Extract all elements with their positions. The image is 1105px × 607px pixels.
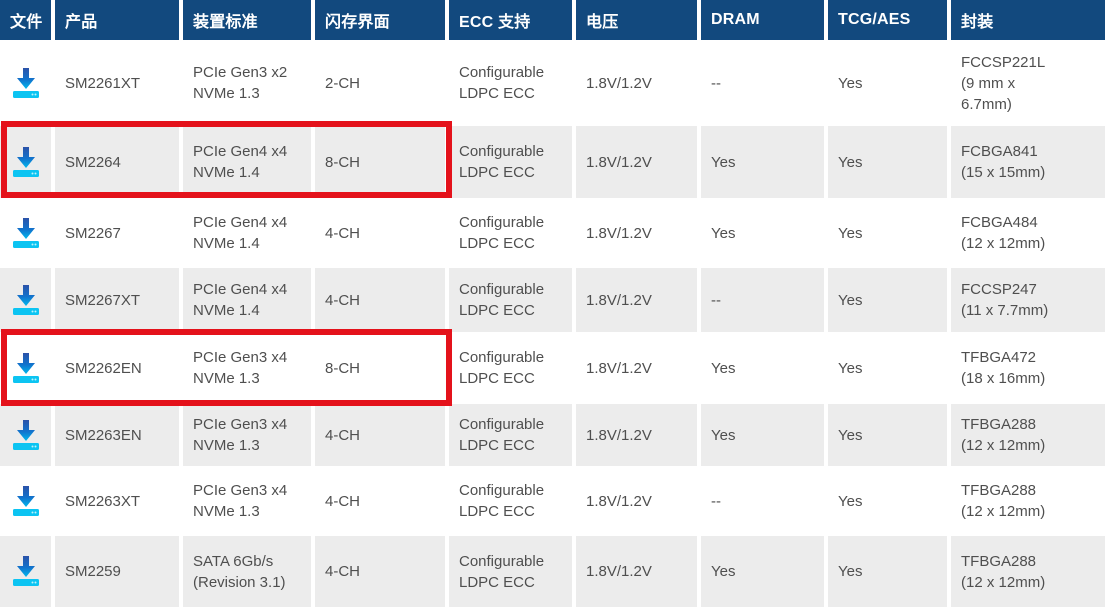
cell-product: SM2264 [55,126,179,198]
cell-flash-interface: 4-CH [315,466,445,536]
cell-device-standard: PCIe Gen3 x4 NVMe 1.3 [183,404,311,466]
cell-flash-interface: 4-CH [315,198,445,268]
download-icon[interactable] [12,146,39,178]
cell-product: SM2259 [55,536,179,607]
cell-product: SM2267XT [55,268,179,332]
cell-file [0,404,51,466]
cell-tcg-aes: Yes [828,126,947,198]
cell-ecc-support: Configurable LDPC ECC [449,404,572,466]
column-header-device-standard: 装置标准 [183,0,311,40]
column-header-tcg-aes: TCG/AES [828,0,947,40]
column-header-voltage: 电压 [576,0,697,40]
cell-package: FCBGA841 (15 x 15mm) [951,126,1105,198]
cell-ecc-support: Configurable LDPC ECC [449,332,572,404]
cell-flash-interface: 4-CH [315,404,445,466]
cell-dram: Yes [701,332,824,404]
cell-tcg-aes: Yes [828,332,947,404]
cell-tcg-aes: Yes [828,40,947,126]
cell-voltage: 1.8V/1.2V [576,404,697,466]
cell-package: TFBGA288 (12 x 12mm) [951,466,1105,536]
cell-dram: -- [701,40,824,126]
column-header-product: 产品 [55,0,179,40]
download-icon[interactable] [12,284,39,316]
cell-ecc-support: Configurable LDPC ECC [449,126,572,198]
cell-voltage: 1.8V/1.2V [576,126,697,198]
cell-ecc-support: Configurable LDPC ECC [449,268,572,332]
cell-flash-interface: 4-CH [315,536,445,607]
cell-product: SM2262EN [55,332,179,404]
cell-dram: Yes [701,126,824,198]
cell-tcg-aes: Yes [828,536,947,607]
cell-file [0,268,51,332]
cell-voltage: 1.8V/1.2V [576,466,697,536]
cell-file [0,198,51,268]
download-icon[interactable] [12,419,39,451]
cell-product: SM2267 [55,198,179,268]
download-icon[interactable] [12,217,39,249]
cell-package: FCCSP221L (9 mm x 6.7mm) [951,40,1105,126]
column-header-dram: DRAM [701,0,824,40]
cell-dram: -- [701,466,824,536]
cell-device-standard: PCIe Gen4 x4 NVMe 1.4 [183,126,311,198]
column-header-package: 封装 [951,0,1105,40]
download-icon[interactable] [12,67,39,99]
cell-dram: Yes [701,536,824,607]
cell-file [0,126,51,198]
cell-dram: Yes [701,198,824,268]
cell-dram: Yes [701,404,824,466]
cell-voltage: 1.8V/1.2V [576,198,697,268]
cell-device-standard: PCIe Gen4 x4 NVMe 1.4 [183,268,311,332]
cell-ecc-support: Configurable LDPC ECC [449,536,572,607]
cell-device-standard: SATA 6Gb/s (Revision 3.1) [183,536,311,607]
cell-device-standard: PCIe Gen4 x4 NVMe 1.4 [183,198,311,268]
cell-file [0,466,51,536]
download-icon[interactable] [12,485,39,517]
cell-ecc-support: Configurable LDPC ECC [449,198,572,268]
download-icon[interactable] [12,352,39,384]
column-header-flash-interface: 闪存界面 [315,0,445,40]
cell-flash-interface: 8-CH [315,332,445,404]
cell-device-standard: PCIe Gen3 x2 NVMe 1.3 [183,40,311,126]
cell-product: SM2263EN [55,404,179,466]
cell-product: SM2261XT [55,40,179,126]
cell-tcg-aes: Yes [828,268,947,332]
cell-device-standard: PCIe Gen3 x4 NVMe 1.3 [183,466,311,536]
column-header-file: 文件 [0,0,51,40]
cell-dram: -- [701,268,824,332]
cell-voltage: 1.8V/1.2V [576,332,697,404]
cell-package: TFBGA288 (12 x 12mm) [951,536,1105,607]
cell-flash-interface: 2-CH [315,40,445,126]
cell-file [0,332,51,404]
cell-voltage: 1.8V/1.2V [576,268,697,332]
cell-tcg-aes: Yes [828,198,947,268]
cell-tcg-aes: Yes [828,404,947,466]
cell-package: TFBGA288 (12 x 12mm) [951,404,1105,466]
cell-file [0,536,51,607]
cell-ecc-support: Configurable LDPC ECC [449,466,572,536]
cell-voltage: 1.8V/1.2V [576,536,697,607]
download-icon[interactable] [12,556,39,587]
cell-package: FCBGA484 (12 x 12mm) [951,198,1105,268]
column-header-ecc-support: ECC 支持 [449,0,572,40]
cell-tcg-aes: Yes [828,466,947,536]
cell-ecc-support: Configurable LDPC ECC [449,40,572,126]
cell-flash-interface: 8-CH [315,126,445,198]
cell-file [0,40,51,126]
cell-package: TFBGA472 (18 x 16mm) [951,332,1105,404]
cell-voltage: 1.8V/1.2V [576,40,697,126]
cell-flash-interface: 4-CH [315,268,445,332]
cell-package: FCCSP247 (11 x 7.7mm) [951,268,1105,332]
cell-device-standard: PCIe Gen3 x4 NVMe 1.3 [183,332,311,404]
cell-product: SM2263XT [55,466,179,536]
